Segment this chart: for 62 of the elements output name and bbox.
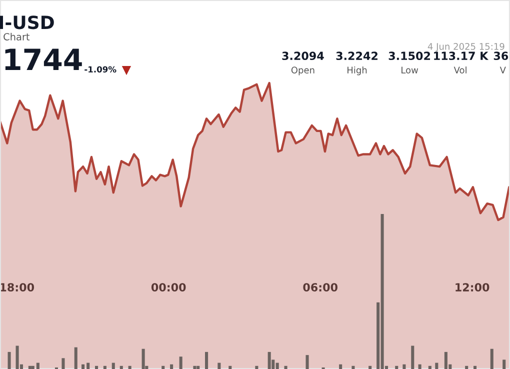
bar [31, 366, 34, 369]
bar [444, 352, 448, 369]
bar [284, 366, 288, 369]
bar [368, 366, 372, 369]
bar [179, 356, 182, 369]
bar [502, 360, 506, 369]
chart-title: I-USD [0, 16, 54, 30]
bar [255, 366, 258, 369]
text: Low [402, 66, 418, 74]
bar [428, 366, 432, 369]
bar [268, 352, 271, 369]
text: Open [291, 66, 314, 76]
bar [112, 362, 115, 369]
bar [465, 366, 468, 369]
text: 36 [494, 52, 508, 60]
bar [474, 366, 477, 369]
bar [95, 366, 98, 369]
text: 3.2094 [282, 52, 324, 60]
bar [411, 346, 414, 369]
bar [395, 366, 398, 369]
bar [228, 366, 232, 369]
bar [380, 214, 384, 369]
bar [142, 348, 145, 369]
bar [62, 358, 65, 369]
text: -1.09% [84, 66, 116, 73]
bar [162, 366, 165, 369]
bar [36, 362, 40, 369]
bar [490, 348, 494, 369]
text: V [500, 66, 506, 74]
bar [170, 364, 174, 369]
chart-subtitle: Chart [4, 32, 30, 40]
bar [86, 362, 90, 369]
bar [339, 364, 342, 369]
bar [276, 362, 279, 369]
bar [82, 364, 85, 369]
bar [128, 366, 132, 369]
x-tick-label: 00:00 [151, 283, 186, 292]
bar [193, 366, 196, 369]
bar [418, 364, 422, 369]
text: 4 Jun 2025 15:19 [428, 43, 504, 52]
bar [16, 346, 19, 369]
x-tick-label: 12:00 [456, 283, 490, 292]
bar [103, 366, 106, 369]
bar [218, 362, 221, 369]
text: 3.1502 [388, 52, 430, 60]
bar [435, 362, 438, 369]
bar [8, 352, 11, 369]
text: 113.17 K [434, 52, 489, 60]
bar [205, 352, 208, 369]
bar [196, 366, 200, 369]
text: High [348, 66, 367, 76]
bar [402, 364, 406, 369]
text: 1744 [5, 48, 82, 70]
bar [120, 366, 123, 369]
x-tick-label: 18:00 [0, 283, 34, 292]
bar [352, 366, 355, 369]
bar [28, 366, 32, 369]
text: Vol [454, 66, 466, 74]
x-tick-label: 06:00 [303, 283, 338, 292]
text: 3.2242 [336, 52, 378, 60]
bar [74, 347, 78, 369]
bar [306, 355, 309, 369]
